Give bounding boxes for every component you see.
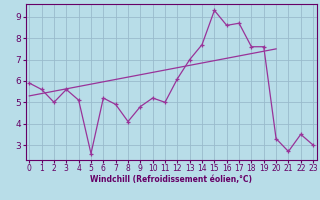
- X-axis label: Windchill (Refroidissement éolien,°C): Windchill (Refroidissement éolien,°C): [90, 175, 252, 184]
